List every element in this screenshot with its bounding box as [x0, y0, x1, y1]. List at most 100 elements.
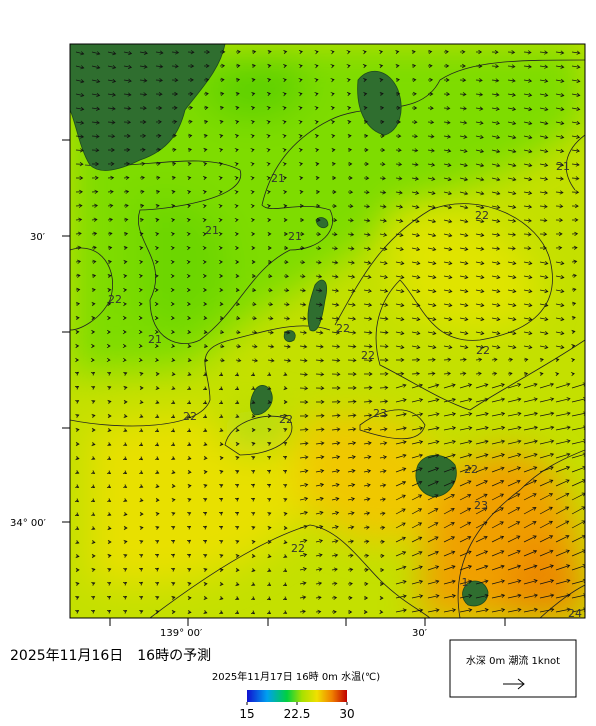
current-arrow	[154, 315, 159, 321]
current-arrow	[523, 535, 537, 543]
current-arrow	[395, 119, 402, 125]
current-arrow	[571, 78, 581, 84]
colorbar	[247, 690, 347, 702]
current-arrow	[298, 161, 304, 167]
current-arrow	[539, 107, 549, 112]
current-arrow	[107, 120, 116, 125]
current-arrow	[571, 534, 585, 543]
current-arrow	[411, 371, 420, 376]
current-arrow	[266, 176, 271, 181]
current-arrow	[282, 134, 287, 139]
current-arrow	[187, 189, 192, 195]
current-arrow	[75, 553, 80, 559]
current-arrow	[571, 357, 576, 363]
current-arrow	[203, 63, 210, 69]
current-arrow	[571, 287, 577, 292]
current-arrow	[539, 78, 549, 83]
current-arrow	[107, 498, 112, 502]
current-arrow	[555, 344, 565, 350]
lat-label: 30′	[30, 232, 46, 243]
current-arrow	[235, 344, 242, 349]
current-arrow	[155, 217, 160, 223]
current-arrow	[475, 330, 485, 336]
current-arrow	[107, 51, 117, 56]
current-arrow	[251, 497, 256, 502]
current-arrow	[379, 539, 385, 544]
current-arrow	[186, 539, 192, 544]
current-arrow	[283, 49, 288, 55]
current-arrow	[203, 567, 208, 572]
current-arrow	[427, 260, 437, 266]
current-arrow	[219, 287, 224, 293]
current-arrow	[507, 288, 517, 294]
current-arrow	[250, 217, 255, 223]
current-arrow	[539, 479, 554, 487]
current-arrow	[251, 568, 256, 573]
current-arrow	[507, 397, 522, 403]
current-arrow	[459, 344, 469, 350]
current-arrow	[202, 190, 207, 195]
current-arrow	[411, 440, 424, 445]
current-arrow	[283, 231, 288, 237]
current-arrow	[266, 120, 271, 125]
current-arrow	[443, 371, 452, 376]
current-arrow	[122, 581, 128, 586]
current-arrow	[427, 176, 436, 181]
current-arrow	[219, 553, 224, 558]
current-arrow	[219, 273, 224, 279]
current-arrow	[427, 453, 440, 459]
current-arrow	[363, 274, 372, 279]
current-arrow	[267, 399, 272, 405]
current-arrow	[443, 92, 451, 97]
current-arrow	[171, 329, 175, 335]
current-arrow	[347, 609, 353, 615]
current-arrow	[315, 455, 325, 460]
current-arrow	[219, 372, 224, 376]
current-arrow	[475, 316, 485, 322]
current-arrow	[539, 357, 544, 362]
current-arrow	[475, 507, 488, 515]
current-arrow	[107, 78, 117, 83]
current-arrow	[507, 535, 521, 543]
contour-label: 23	[474, 499, 488, 512]
current-arrow	[523, 274, 533, 280]
map-frame	[69, 43, 586, 619]
current-arrow	[539, 302, 549, 308]
current-arrow	[475, 134, 484, 140]
current-arrow	[91, 92, 101, 97]
current-arrow	[443, 594, 456, 599]
current-arrow	[395, 204, 404, 209]
current-arrow	[539, 50, 549, 55]
current-arrow	[443, 247, 453, 252]
current-arrow	[363, 525, 370, 530]
current-arrow	[251, 77, 256, 83]
contour-label: 22	[475, 209, 489, 222]
current-arrow	[395, 133, 402, 139]
current-arrow	[91, 175, 99, 180]
current-arrow	[75, 357, 80, 363]
current-arrow	[395, 288, 405, 294]
current-arrow	[75, 596, 80, 600]
current-arrow	[314, 92, 319, 97]
current-arrow	[491, 260, 501, 266]
current-arrow	[491, 493, 505, 501]
current-arrow	[203, 469, 208, 475]
current-arrow	[170, 273, 175, 279]
current-arrow	[523, 190, 533, 195]
current-arrow	[427, 302, 437, 308]
current-arrow	[171, 119, 178, 124]
current-arrow	[363, 441, 372, 446]
current-arrow	[443, 412, 457, 417]
current-arrow	[91, 329, 96, 335]
current-arrow	[219, 484, 224, 488]
current-arrow	[507, 579, 522, 585]
current-arrow	[267, 245, 272, 251]
current-arrow	[171, 526, 176, 530]
current-arrow	[315, 581, 323, 586]
current-arrow	[427, 190, 436, 196]
current-arrow	[459, 288, 469, 294]
current-arrow	[139, 484, 144, 488]
current-arrow	[235, 567, 240, 573]
colorbar-tick-label: 22.5	[284, 707, 311, 721]
current-arrow	[539, 535, 554, 543]
